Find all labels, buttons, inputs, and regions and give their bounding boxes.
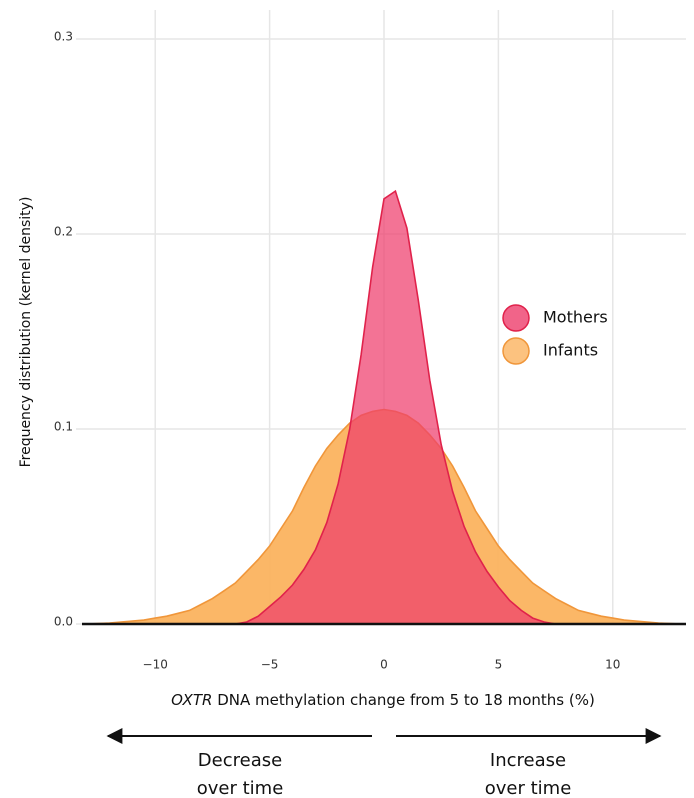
annotation: Decrease bbox=[198, 750, 282, 771]
x-tick-label: −5 bbox=[261, 658, 279, 672]
legend-swatch bbox=[502, 304, 530, 332]
x-tick-label: 0 bbox=[380, 658, 388, 672]
x-tick-label: 5 bbox=[495, 658, 503, 672]
x-tick-label: 10 bbox=[605, 658, 620, 672]
y-tick-label: 0.0 bbox=[54, 615, 73, 629]
y-tick-label: 0.3 bbox=[54, 30, 73, 44]
x-axis-label-rest: DNA methylation change from 5 to 18 mont… bbox=[217, 691, 595, 709]
legend-label: Mothers bbox=[543, 308, 608, 327]
x-axis-label: OXTR DNA methylation change from 5 to 18… bbox=[171, 691, 595, 709]
y-tick-label: 0.2 bbox=[54, 225, 73, 239]
y-axis-label: Frequency distribution (kernel density) bbox=[18, 197, 34, 468]
annotation: over time bbox=[197, 778, 284, 798]
annotation: over time bbox=[485, 778, 572, 798]
legend-label: Infants bbox=[543, 341, 598, 360]
annotation: Increase bbox=[490, 750, 566, 771]
x-tick-label: −10 bbox=[143, 658, 168, 672]
legend-swatch bbox=[502, 337, 530, 365]
y-tick-label: 0.1 bbox=[54, 420, 73, 434]
density-area bbox=[86, 191, 682, 624]
x-axis-label-italic: OXTR bbox=[171, 691, 212, 709]
